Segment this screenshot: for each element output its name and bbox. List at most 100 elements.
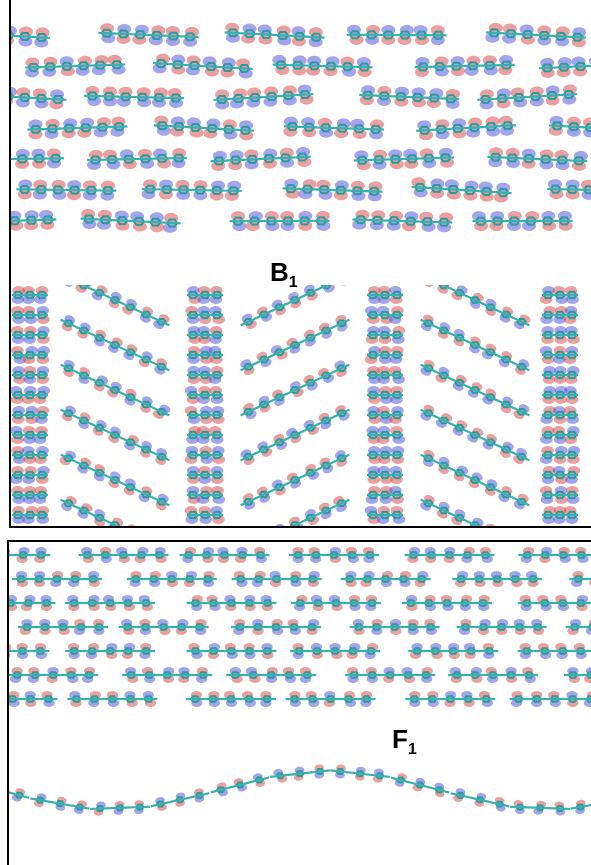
ring	[423, 454, 434, 463]
ring	[78, 326, 90, 335]
bond	[30, 797, 90, 810]
ring	[243, 407, 254, 416]
bond	[240, 285, 330, 327]
bond	[9, 791, 30, 799]
ring	[125, 483, 136, 492]
ring	[487, 529, 495, 535]
orbital-lobe	[39, 209, 54, 220]
ring	[320, 285, 332, 290]
ring	[243, 452, 254, 461]
ring	[11, 216, 21, 226]
ring	[320, 506, 332, 515]
orbital-lobe	[500, 529, 514, 541]
ring	[320, 416, 332, 425]
orbital-lobe	[218, 789, 229, 797]
orbital-lobe	[283, 126, 298, 137]
ring	[78, 371, 90, 380]
ring	[78, 506, 90, 515]
bond	[290, 498, 350, 526]
ring	[516, 407, 527, 416]
ring	[454, 468, 465, 477]
ring	[94, 333, 105, 342]
ring	[78, 461, 90, 470]
orbital-lobe	[356, 160, 371, 171]
ring	[274, 483, 285, 492]
ring	[243, 362, 254, 371]
orbital-lobe	[429, 88, 444, 99]
bond	[60, 498, 120, 526]
orbital-lobe	[96, 219, 111, 230]
label-sub: 1	[408, 741, 417, 758]
ring	[125, 438, 136, 447]
orbital-lobe	[107, 54, 122, 65]
ring	[156, 362, 167, 371]
ring	[94, 513, 105, 522]
ring	[63, 499, 74, 508]
orbital-lobe	[581, 189, 591, 200]
ring	[423, 409, 434, 418]
ring	[78, 285, 90, 290]
bond	[89, 805, 151, 811]
ring	[485, 483, 496, 492]
orbital-lobe	[119, 149, 134, 160]
orbital-lobe	[486, 126, 501, 137]
ring	[305, 468, 316, 477]
label-sub: 1	[289, 274, 298, 291]
bond	[25, 63, 126, 69]
ring	[109, 296, 121, 304]
bond	[16, 188, 117, 192]
orbital-lobe	[9, 652, 11, 658]
ring	[109, 341, 121, 349]
ring	[336, 499, 347, 508]
orbital-lobe	[170, 126, 185, 137]
orbital-lobe	[581, 179, 591, 190]
ring	[438, 416, 450, 425]
orbital-lobe	[439, 212, 454, 223]
orbital-lobe	[11, 25, 17, 36]
ring	[336, 319, 347, 328]
orbital-lobe	[434, 66, 449, 77]
ring	[258, 490, 270, 499]
ring	[516, 497, 527, 506]
ring	[423, 499, 434, 508]
ring	[485, 438, 496, 447]
ring	[156, 407, 167, 416]
orbital-lobe	[445, 88, 460, 99]
orbital-lobe	[488, 22, 503, 33]
orbital-lobe	[419, 130, 434, 141]
ring	[469, 476, 481, 484]
ring	[438, 371, 450, 380]
ring	[500, 490, 512, 499]
bond	[150, 792, 210, 808]
bond	[485, 31, 586, 39]
ring	[500, 400, 512, 409]
orbital-lobe	[498, 537, 512, 549]
orbital-lobe	[134, 24, 149, 35]
orbital-lobe	[0, 782, 7, 791]
ring	[140, 355, 152, 364]
orbital-lobe	[63, 268, 77, 280]
bond	[80, 285, 170, 327]
orbital-lobe	[49, 99, 64, 110]
orbital-lobe	[157, 158, 172, 169]
bond	[84, 94, 185, 100]
bond	[153, 124, 254, 132]
orbital-lobe	[352, 219, 367, 230]
ring	[454, 288, 465, 297]
ring	[125, 303, 136, 312]
ring	[125, 348, 136, 357]
ring	[469, 296, 481, 304]
ring	[454, 423, 465, 432]
molecular-view	[0, 764, 591, 816]
bond	[240, 318, 350, 372]
orbital-lobe	[140, 158, 155, 169]
ring	[258, 355, 270, 364]
ring	[500, 355, 512, 364]
orbital-lobe	[111, 64, 126, 75]
ring	[500, 445, 512, 454]
orbital-lobe	[203, 128, 218, 139]
bond	[487, 155, 588, 163]
orbital-lobe	[280, 157, 295, 168]
ring	[63, 409, 74, 418]
ring	[140, 445, 152, 454]
